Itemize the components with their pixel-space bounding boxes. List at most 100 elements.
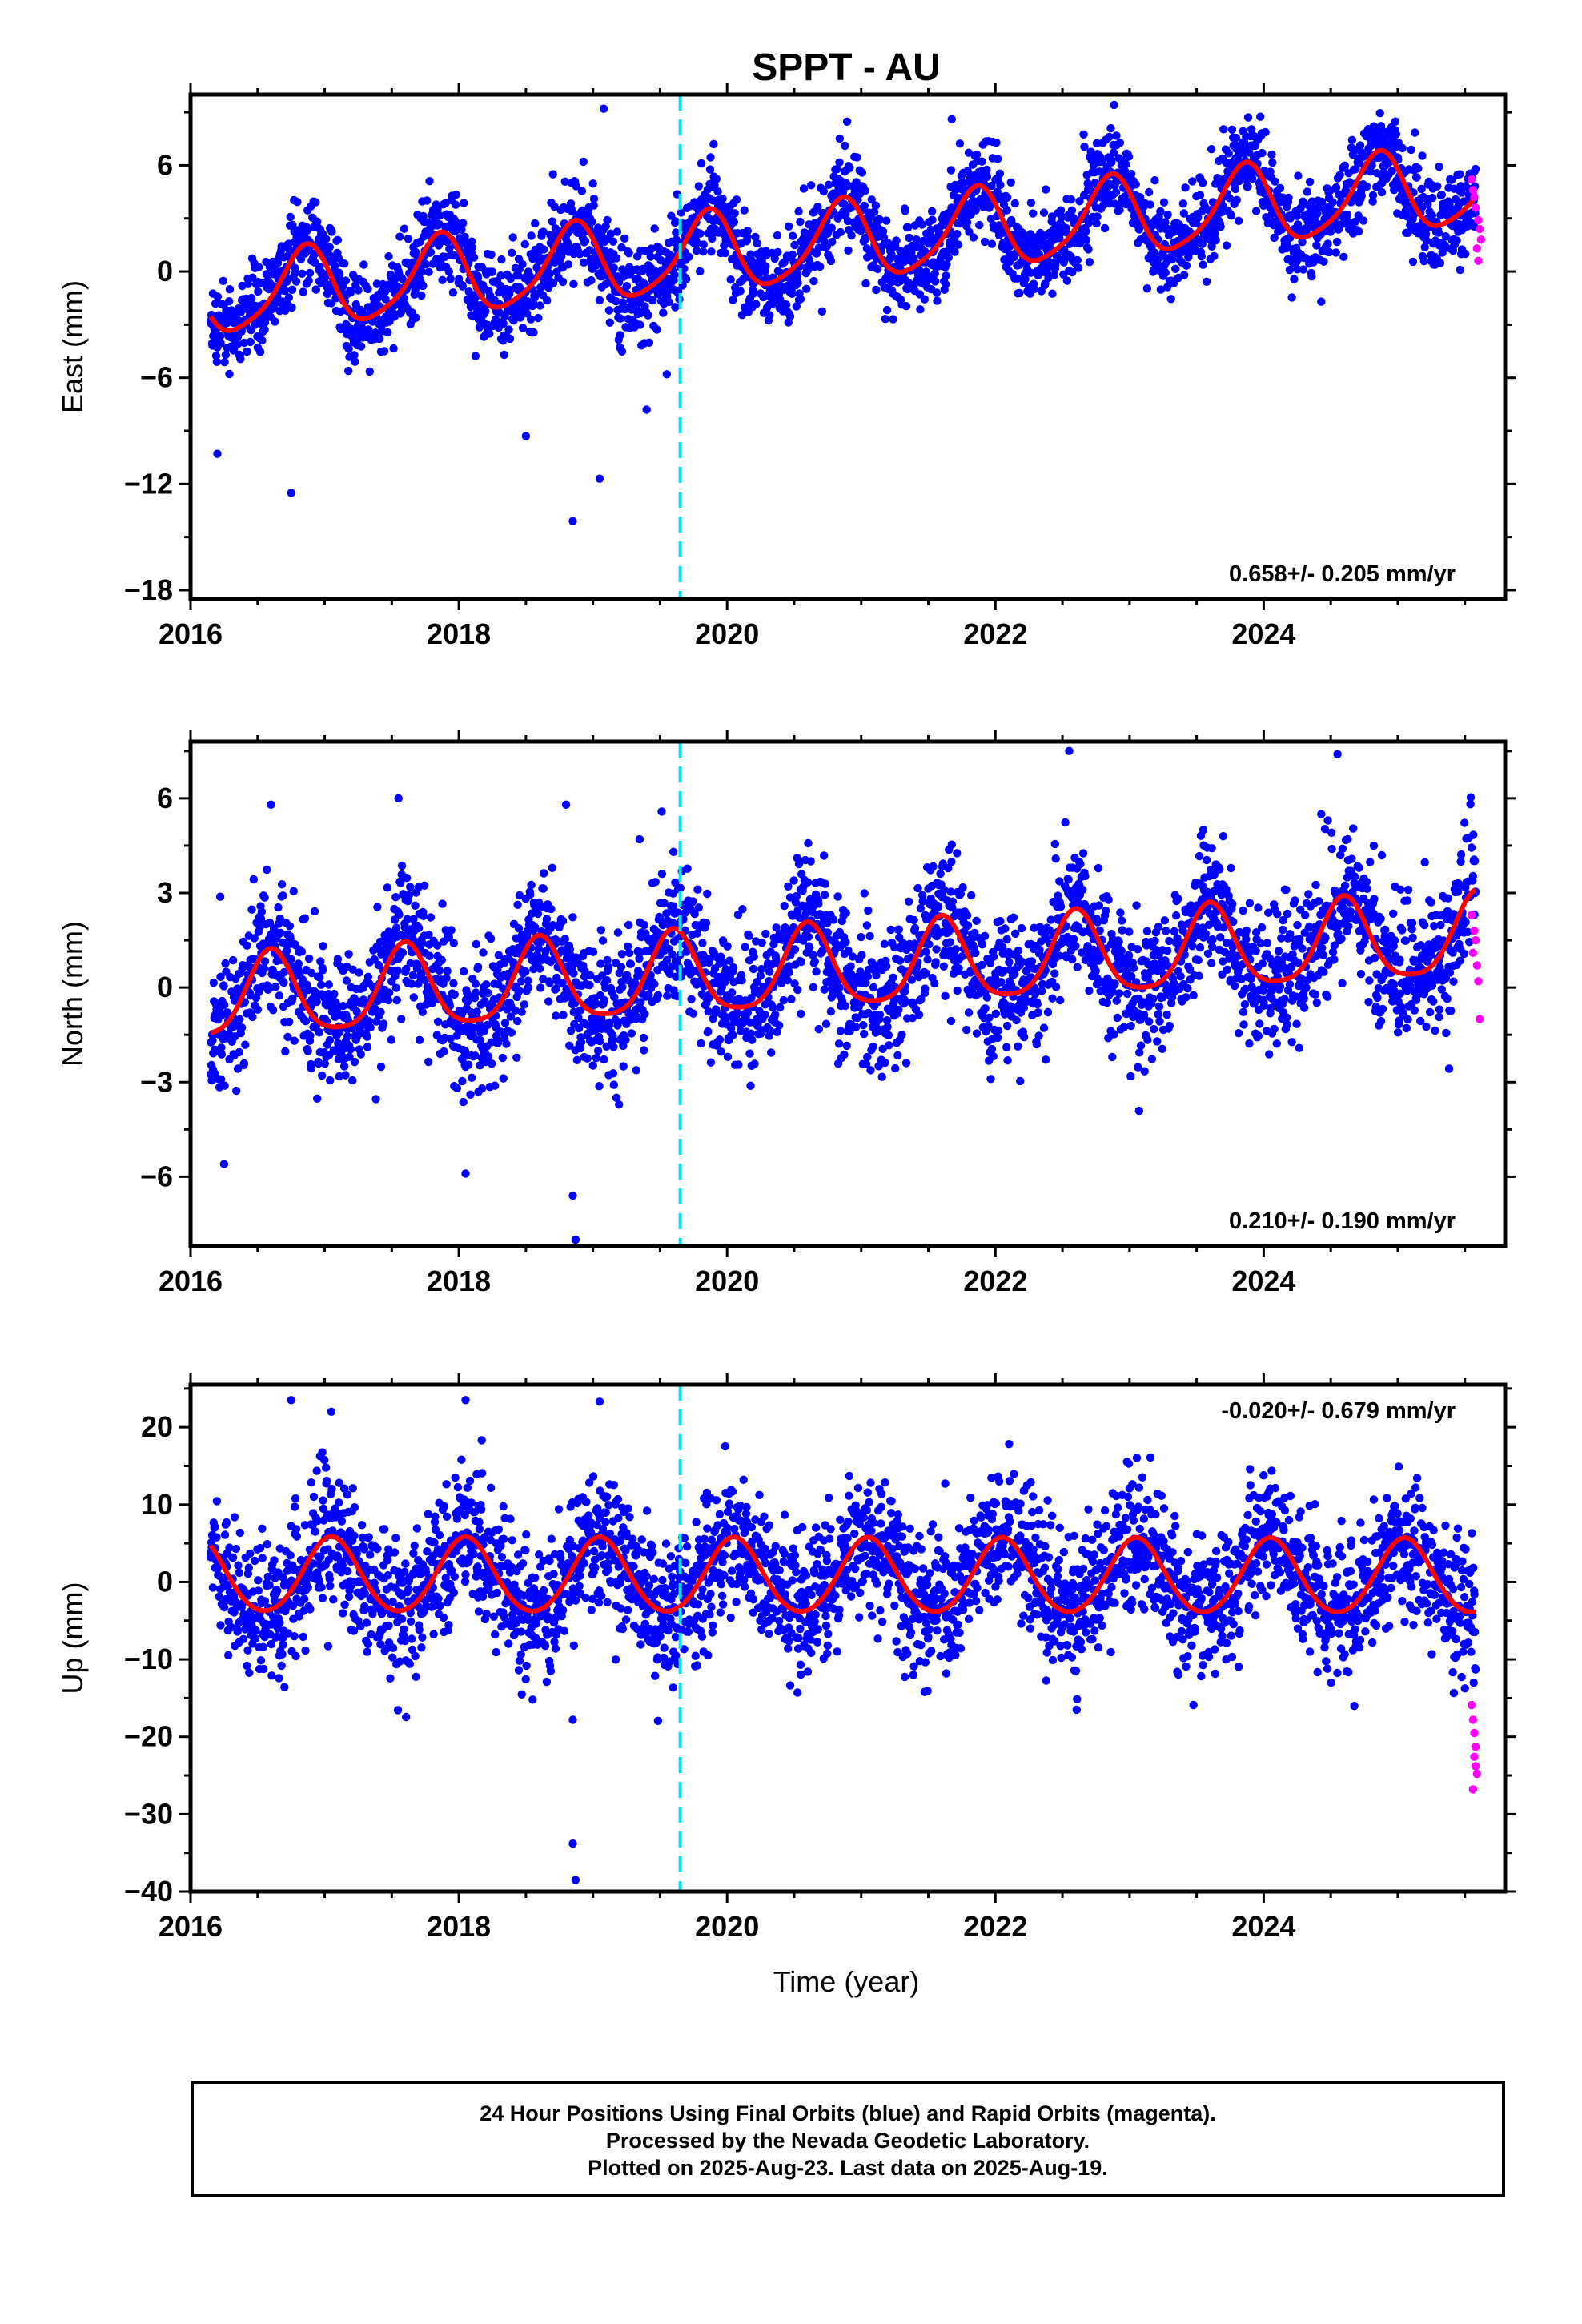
east-final-point — [287, 303, 296, 312]
east-final-point — [1413, 229, 1423, 238]
east-final-point — [1199, 260, 1207, 269]
north-final-point — [596, 959, 605, 968]
north-final-point — [507, 1028, 516, 1037]
east-final-point — [959, 179, 968, 187]
east-final-point — [438, 275, 447, 284]
east-final-point — [646, 252, 655, 261]
east-final-point — [1163, 210, 1172, 219]
north-final-point — [761, 1010, 769, 1019]
east-final-point — [901, 302, 911, 311]
east-final-point — [1105, 132, 1114, 142]
north-final-point — [331, 999, 340, 1007]
east-final-point — [692, 246, 701, 255]
east-final-point — [1292, 211, 1302, 220]
east-final-point — [589, 201, 598, 210]
east-final-point — [1150, 176, 1159, 185]
east-final-point — [224, 297, 234, 306]
north-final-point — [866, 1066, 875, 1075]
north-final-point — [785, 893, 795, 902]
east-final-point — [460, 199, 468, 207]
north-final-point — [777, 979, 786, 988]
east-final-point — [531, 219, 540, 228]
north-final-point — [545, 979, 554, 987]
east-final-point — [729, 296, 737, 304]
north-final-point — [753, 977, 761, 987]
north-final-point — [841, 1001, 850, 1011]
east-final-point — [247, 293, 256, 303]
east-final-point — [1398, 143, 1407, 153]
north-final-point — [542, 915, 552, 923]
north-final-point — [863, 1052, 872, 1062]
east-final-point — [1427, 211, 1437, 220]
east-final-point — [699, 247, 708, 256]
east-final-point — [341, 276, 351, 285]
north-final-point — [734, 1060, 743, 1069]
east-final-point — [1318, 197, 1327, 207]
east-final-point — [215, 332, 225, 340]
north-final-point — [569, 969, 578, 978]
east-final-point — [1363, 182, 1371, 191]
east-final-point — [796, 217, 805, 227]
north-final-point — [775, 1021, 784, 1030]
north-final-point — [560, 935, 569, 943]
north-final-point — [526, 890, 535, 899]
east-final-point — [396, 232, 404, 241]
north-final-point — [780, 901, 789, 911]
east-final-point — [1100, 223, 1110, 233]
east-final-point — [1331, 183, 1341, 192]
north-final-point — [657, 870, 667, 879]
north-final-point — [459, 1097, 468, 1107]
north-final-point — [733, 911, 743, 919]
north-final-point — [689, 1009, 698, 1018]
north-final-point — [326, 1076, 335, 1085]
east-final-point — [793, 279, 802, 287]
north-final-point — [373, 903, 382, 911]
north-final-point — [793, 985, 802, 995]
north-final-point — [314, 1059, 323, 1068]
east-final-point — [487, 250, 496, 259]
north-final-point — [750, 1059, 759, 1068]
north-final-point — [665, 969, 674, 979]
east-final-point — [444, 267, 453, 276]
north-final-point — [515, 891, 524, 900]
east-final-point — [569, 279, 578, 288]
north-final-point — [749, 952, 758, 961]
east-final-point — [1082, 235, 1090, 244]
north-final-point — [460, 967, 468, 976]
north-final-point — [797, 957, 805, 967]
north-final-point — [356, 1050, 365, 1059]
east-final-point — [648, 296, 657, 305]
east-final-point — [671, 303, 680, 312]
east-final-point — [620, 234, 629, 243]
north-final-point — [363, 1032, 371, 1041]
north-final-point — [540, 869, 548, 878]
north-final-point — [395, 910, 404, 919]
east-final-point — [526, 315, 536, 324]
north-final-point — [260, 893, 269, 902]
east-final-point — [694, 182, 703, 191]
east-y-axis-label: East (mm) — [56, 280, 89, 413]
north-final-point — [418, 1007, 427, 1017]
north-final-point — [539, 884, 548, 893]
east-final-point — [1435, 259, 1445, 267]
north-final-point — [576, 1038, 586, 1047]
east-final-point — [1343, 210, 1352, 219]
north-final-point — [442, 974, 451, 983]
east-final-point — [680, 264, 689, 273]
east-final-point — [1445, 200, 1454, 209]
east-final-point — [796, 295, 805, 304]
east-final-point — [508, 248, 516, 257]
east-final-point — [417, 267, 427, 276]
east-final-point — [1050, 271, 1059, 279]
east-final-point — [1387, 167, 1397, 175]
north-final-point — [586, 971, 595, 980]
north-final-point — [379, 1019, 388, 1028]
east-final-point — [1127, 170, 1136, 179]
north-final-point — [882, 1016, 892, 1025]
east-final-point — [1377, 187, 1387, 197]
east-final-point — [1227, 125, 1237, 134]
north-final-point — [773, 1027, 781, 1037]
east-final-point — [1347, 135, 1357, 144]
east-final-point — [736, 287, 745, 296]
north-final-point — [846, 962, 855, 971]
